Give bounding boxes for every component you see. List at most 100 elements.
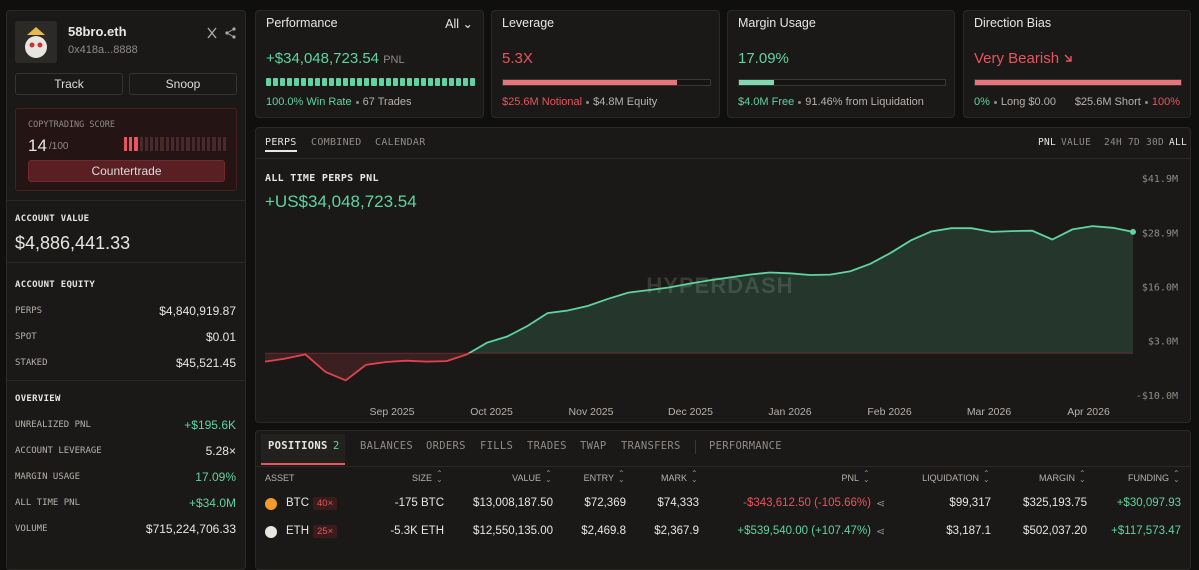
range-toggle[interactable]: 24H bbox=[1104, 137, 1123, 148]
divider bbox=[256, 158, 1190, 159]
column-header[interactable]: MARK bbox=[660, 473, 687, 483]
score-segment bbox=[160, 137, 164, 151]
column-header[interactable]: FUNDING bbox=[1128, 473, 1169, 483]
short-pct: 100% bbox=[1151, 96, 1180, 108]
sort-icon: ⌃ ⌄ bbox=[436, 469, 443, 484]
positions-tab[interactable]: BALANCES bbox=[360, 440, 413, 452]
chart-tab[interactable]: PERPS bbox=[265, 137, 297, 148]
account-equity-title: ACCOUNT EQUITY bbox=[15, 280, 96, 290]
score-segment bbox=[222, 137, 227, 151]
x-tick-label: Mar 2026 bbox=[967, 406, 1012, 418]
positions-tab[interactable]: ORDERS bbox=[426, 440, 466, 452]
copytrading-max: /100 bbox=[49, 141, 69, 152]
range-toggle[interactable]: 7D bbox=[1128, 137, 1141, 148]
card-title: Leverage bbox=[502, 16, 555, 30]
account-value: $4,886,441.33 bbox=[15, 233, 131, 253]
cell: $74,333 bbox=[657, 497, 699, 509]
positions-tab[interactable]: TRADES bbox=[527, 440, 567, 452]
positions-tab[interactable]: TWAP bbox=[580, 440, 607, 452]
x-tick-label: Jan 2026 bbox=[768, 406, 811, 418]
pnl-value: +$34,048,723.54 PNL bbox=[266, 50, 405, 67]
column-header[interactable]: VALUE bbox=[512, 473, 541, 483]
avatar bbox=[15, 21, 57, 63]
row-value: 17.09% bbox=[195, 470, 236, 484]
direction-value: Very Bearish bbox=[974, 50, 1073, 67]
column-header[interactable]: PNL bbox=[841, 473, 859, 483]
win-segment bbox=[392, 78, 398, 86]
column-header[interactable]: SIZE bbox=[411, 473, 432, 483]
column-header[interactable]: ENTRY bbox=[583, 473, 614, 483]
win-segment bbox=[413, 78, 419, 86]
cell: $72,369 bbox=[584, 497, 626, 509]
win-bar bbox=[266, 78, 475, 86]
leverage-badge: 40× bbox=[313, 497, 338, 510]
row-label: PERPS bbox=[15, 306, 43, 316]
row-label: UNREALIZED PNL bbox=[15, 420, 91, 430]
win-segment bbox=[350, 78, 356, 86]
leverage-value: 5.3X bbox=[502, 50, 533, 67]
profile-address[interactable]: 0x418a...8888 bbox=[68, 44, 138, 56]
avatar-art bbox=[25, 27, 47, 58]
chart-tab[interactable]: CALENDAR bbox=[375, 137, 426, 148]
score-segment bbox=[170, 137, 175, 151]
cell: $13,008,187.50 bbox=[473, 497, 553, 509]
score-segment bbox=[124, 137, 128, 151]
cell: $502,037.20 bbox=[1023, 525, 1087, 537]
snoop-button[interactable]: Snoop bbox=[129, 73, 237, 95]
sort-icon: ⌃ ⌄ bbox=[863, 469, 870, 484]
win-segment bbox=[301, 78, 307, 86]
win-segment bbox=[399, 78, 405, 86]
score-bar bbox=[124, 137, 227, 151]
overview-title: OVERVIEW bbox=[15, 394, 61, 404]
score-segment bbox=[150, 137, 154, 151]
margin-footer: $4.0M Free 91.46% from Liquidation bbox=[738, 96, 924, 108]
mode-toggle[interactable]: PNL bbox=[1038, 137, 1057, 148]
row-label: ALL TIME PNL bbox=[15, 498, 81, 508]
column-header[interactable]: LIQUIDATION bbox=[922, 473, 979, 483]
asset-icon bbox=[265, 526, 277, 538]
positions-panel bbox=[255, 430, 1191, 570]
win-segment bbox=[273, 78, 279, 86]
chart-title: ALL TIME PERPS PNL bbox=[265, 173, 379, 184]
score-segment bbox=[196, 137, 201, 151]
win-segment bbox=[385, 78, 391, 86]
win-segment bbox=[441, 78, 447, 86]
positions-tab[interactable]: POSITIONS bbox=[268, 440, 328, 452]
win-segment bbox=[434, 78, 440, 86]
social-icons[interactable] bbox=[207, 27, 239, 39]
win-segment bbox=[266, 78, 272, 86]
y-tick-label: $3.0M bbox=[1148, 337, 1178, 348]
score-segment bbox=[186, 137, 190, 151]
range-toggle[interactable]: 30D bbox=[1146, 137, 1165, 148]
win-rate: 100.0% bbox=[266, 96, 304, 108]
y-tick-label: -$10.0M bbox=[1136, 391, 1178, 402]
track-button[interactable]: Track bbox=[15, 73, 123, 95]
score-segment bbox=[207, 137, 211, 151]
chart-tab[interactable]: COMBINED bbox=[311, 137, 362, 148]
score-segment bbox=[212, 137, 216, 151]
filter-dropdown[interactable]: All ⌄ bbox=[445, 17, 473, 31]
trades: 67 Trades bbox=[362, 96, 412, 108]
column-header[interactable]: MARGIN bbox=[1039, 473, 1075, 483]
win-segment bbox=[462, 78, 468, 86]
positions-tab[interactable]: PERFORMANCE bbox=[709, 440, 782, 452]
positions-tab[interactable]: FILLS bbox=[480, 440, 514, 452]
snoop-label: Snoop bbox=[165, 77, 201, 91]
score-segment bbox=[144, 137, 149, 151]
countertrade-button[interactable]: Countertrade bbox=[28, 160, 225, 182]
row-label: MARGIN USAGE bbox=[15, 472, 81, 482]
long-pct: 0% bbox=[974, 96, 990, 108]
column-header[interactable]: ASSET bbox=[265, 473, 295, 483]
row-value: 5.28× bbox=[205, 444, 236, 458]
page: 58bro.eth 0x418a...8888 Track Snoop COPY… bbox=[6, 10, 1191, 570]
row-label: VOLUME bbox=[15, 524, 48, 534]
range-toggle[interactable]: ALL bbox=[1169, 137, 1188, 148]
mode-toggle[interactable]: VALUE bbox=[1061, 137, 1092, 148]
cell: +$117,573.47 bbox=[1111, 525, 1181, 537]
row-value: $0.01 bbox=[205, 330, 236, 344]
cell: $2,469.8 bbox=[581, 525, 626, 537]
row-value: +$195.6K bbox=[184, 418, 236, 432]
active-tab-bg bbox=[261, 434, 345, 465]
positions-tab[interactable]: TRANSFERS bbox=[621, 440, 681, 452]
divider bbox=[6, 200, 245, 201]
